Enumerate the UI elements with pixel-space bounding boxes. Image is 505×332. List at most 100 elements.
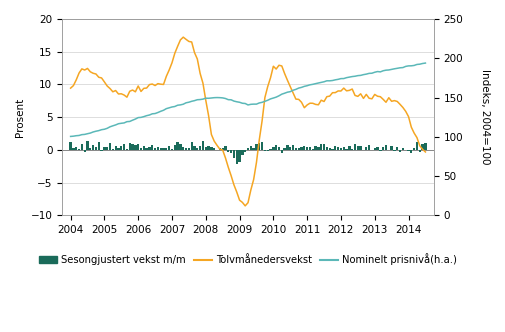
Bar — [340, 148, 342, 150]
Bar — [368, 145, 370, 150]
Bar — [286, 145, 288, 150]
Bar — [89, 148, 91, 150]
Bar — [382, 146, 384, 150]
Bar — [106, 147, 109, 150]
Bar — [379, 150, 381, 151]
Bar — [269, 149, 272, 150]
Bar — [331, 149, 334, 150]
Bar — [210, 146, 213, 150]
Bar — [402, 148, 404, 150]
Bar — [345, 149, 348, 150]
Bar — [154, 148, 156, 150]
Bar — [360, 146, 362, 150]
Bar — [241, 150, 243, 155]
Bar — [413, 148, 415, 150]
Bar — [267, 150, 269, 151]
Bar — [117, 148, 120, 150]
Bar — [202, 140, 204, 150]
Bar — [165, 148, 168, 150]
Bar — [134, 145, 136, 150]
Bar — [334, 146, 336, 150]
Bar — [188, 148, 190, 150]
Bar — [92, 145, 94, 150]
Bar — [137, 144, 139, 150]
Bar — [348, 145, 350, 150]
Bar — [83, 150, 86, 152]
Bar — [100, 150, 103, 151]
Bar — [163, 148, 165, 150]
Bar — [306, 147, 308, 150]
Bar — [419, 150, 421, 152]
Bar — [326, 147, 328, 150]
Bar — [72, 148, 75, 150]
Bar — [140, 148, 142, 150]
Bar — [112, 149, 114, 150]
Bar — [123, 144, 125, 150]
Bar — [354, 144, 356, 150]
Bar — [185, 148, 187, 150]
Bar — [213, 148, 215, 150]
Bar — [103, 147, 106, 150]
Bar — [233, 150, 235, 158]
Bar — [320, 144, 322, 150]
Bar — [168, 146, 170, 150]
Bar — [249, 146, 252, 150]
Bar — [247, 148, 249, 150]
Bar — [275, 145, 277, 150]
Bar — [109, 143, 111, 150]
Bar — [199, 145, 201, 150]
Bar — [219, 148, 221, 150]
Bar — [81, 144, 83, 150]
Bar — [190, 141, 193, 150]
Bar — [309, 147, 311, 150]
Bar — [95, 147, 97, 150]
Bar — [261, 142, 263, 150]
Bar — [399, 150, 401, 152]
Bar — [160, 148, 162, 150]
Bar — [300, 147, 302, 150]
Bar — [357, 146, 359, 150]
Bar — [376, 147, 379, 150]
Bar — [148, 147, 150, 150]
Bar — [393, 150, 395, 151]
Bar — [179, 144, 182, 150]
Bar — [289, 147, 291, 150]
Bar — [317, 147, 320, 150]
Bar — [252, 147, 255, 150]
Bar — [230, 150, 232, 153]
Bar — [222, 148, 224, 150]
Bar — [70, 142, 72, 150]
Bar — [385, 145, 387, 150]
Bar — [323, 144, 325, 150]
Bar — [174, 145, 176, 150]
Bar — [337, 147, 339, 150]
Bar — [126, 149, 128, 150]
Bar — [365, 147, 368, 150]
Bar — [205, 147, 207, 150]
Bar — [244, 150, 246, 152]
Bar — [422, 144, 424, 150]
Bar — [196, 148, 198, 150]
Bar — [236, 150, 238, 164]
Bar — [272, 147, 275, 150]
Bar — [182, 146, 184, 150]
Bar — [258, 143, 261, 150]
Bar — [227, 150, 229, 152]
Legend: Sesongjustert vekst m/m, Tolvmånedersvekst, Nominelt prisnivå(h.a.): Sesongjustert vekst m/m, Tolvmånedersvek… — [35, 249, 461, 269]
Bar — [292, 145, 294, 150]
Bar — [193, 146, 195, 150]
Bar — [342, 147, 345, 150]
Bar — [315, 146, 317, 150]
Bar — [145, 148, 148, 150]
Bar — [312, 149, 314, 150]
Bar — [131, 144, 134, 150]
Bar — [408, 150, 410, 151]
Y-axis label: Prosent: Prosent — [15, 98, 25, 137]
Bar — [97, 142, 100, 150]
Bar — [208, 146, 210, 150]
Bar — [374, 148, 376, 150]
Bar — [390, 146, 393, 150]
Bar — [256, 144, 258, 150]
Bar — [171, 149, 173, 150]
Bar — [329, 148, 331, 150]
